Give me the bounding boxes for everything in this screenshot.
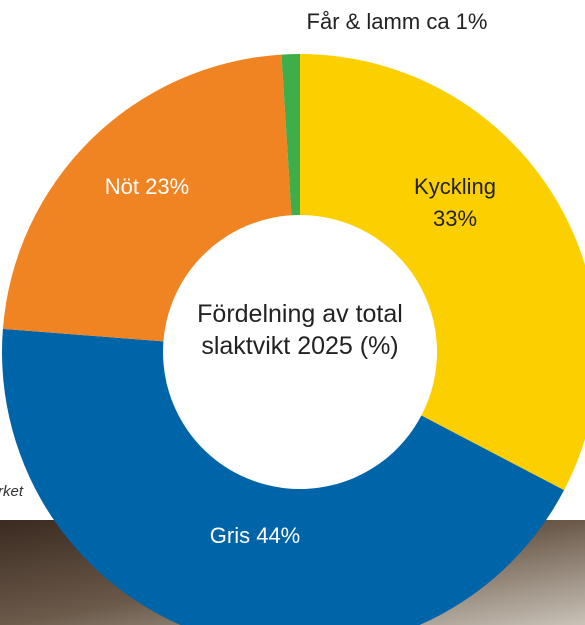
category-label: Får & lamm: [307, 9, 421, 34]
value-label: ca 1%: [426, 9, 487, 34]
slice-label: Nöt 23%: [105, 174, 189, 199]
category-label: Gris: [210, 523, 250, 548]
slice-label: Kyckling 33%: [414, 174, 496, 231]
donut-slice: [281, 54, 300, 216]
category-label: Nöt: [105, 174, 139, 199]
value-label: 33%: [433, 206, 477, 231]
category-label: Kyckling: [414, 174, 496, 199]
slice-label: Gris 44%: [210, 523, 301, 548]
donut-slice: [2, 328, 565, 625]
value-label: 44%: [256, 523, 300, 548]
slice-label: Får & lamm ca 1%: [307, 9, 488, 34]
value-label: 23%: [145, 174, 189, 199]
source-note: rket: [0, 483, 24, 500]
chart-title: Fördelning av total slaktvikt 2025 (%): [197, 300, 403, 360]
donut-slice: [300, 54, 585, 491]
donut-slice: [2, 54, 292, 342]
